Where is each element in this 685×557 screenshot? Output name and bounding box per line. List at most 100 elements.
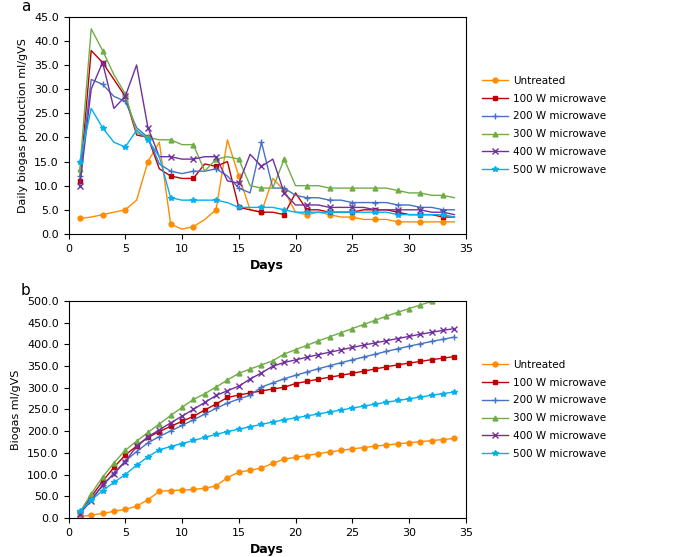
400 W microwave <box>235 383 243 389</box>
300 W microwave <box>382 185 390 192</box>
400 W microwave <box>76 182 84 189</box>
100 W microwave <box>303 378 311 385</box>
Untreated <box>155 139 164 145</box>
500 W microwave <box>427 392 436 399</box>
300 W microwave <box>110 460 118 466</box>
400 W microwave <box>258 369 266 376</box>
400 W microwave <box>132 62 140 69</box>
100 W microwave <box>280 384 288 390</box>
Legend: Untreated, 100 W microwave, 200 W microwave, 300 W microwave, 400 W microwave, 5: Untreated, 100 W microwave, 200 W microw… <box>479 72 610 178</box>
Line: 400 W microwave: 400 W microwave <box>77 326 457 516</box>
100 W microwave <box>132 443 140 449</box>
400 W microwave <box>121 93 129 100</box>
400 W microwave <box>280 359 288 366</box>
500 W microwave <box>76 508 84 515</box>
Untreated <box>394 441 402 447</box>
500 W microwave <box>212 431 220 438</box>
100 W microwave <box>258 209 266 216</box>
500 W microwave <box>382 209 390 216</box>
300 W microwave <box>223 377 232 383</box>
300 W microwave <box>280 156 288 163</box>
500 W microwave <box>371 401 379 408</box>
Untreated <box>258 465 266 472</box>
100 W microwave <box>99 59 107 66</box>
300 W microwave <box>325 334 334 340</box>
Untreated <box>303 452 311 459</box>
100 W microwave <box>201 160 209 167</box>
100 W microwave <box>212 400 220 407</box>
200 W microwave <box>155 433 164 440</box>
300 W microwave <box>235 370 243 377</box>
300 W microwave <box>155 136 164 143</box>
500 W microwave <box>258 204 266 211</box>
Untreated <box>416 218 425 225</box>
100 W microwave <box>144 134 152 141</box>
Untreated <box>212 207 220 213</box>
200 W microwave <box>76 510 84 516</box>
200 W microwave <box>360 199 368 206</box>
400 W microwave <box>99 482 107 488</box>
Untreated <box>246 207 254 213</box>
100 W microwave <box>246 389 254 396</box>
100 W microwave <box>87 47 95 54</box>
300 W microwave <box>405 305 413 312</box>
300 W microwave <box>269 185 277 192</box>
400 W microwave <box>382 338 390 344</box>
300 W microwave <box>155 421 164 427</box>
Untreated <box>155 488 164 495</box>
500 W microwave <box>360 209 368 216</box>
Untreated <box>371 216 379 223</box>
300 W microwave <box>201 168 209 174</box>
300 W microwave <box>325 185 334 192</box>
200 W microwave <box>132 124 140 131</box>
Untreated <box>258 209 266 216</box>
200 W microwave <box>325 197 334 203</box>
100 W microwave <box>178 175 186 182</box>
200 W microwave <box>450 207 458 213</box>
200 W microwave <box>155 160 164 167</box>
500 W microwave <box>110 479 118 486</box>
Untreated <box>235 469 243 476</box>
500 W microwave <box>360 403 368 409</box>
200 W microwave <box>280 375 288 382</box>
100 W microwave <box>371 365 379 372</box>
100 W microwave <box>450 353 458 360</box>
500 W microwave <box>348 405 356 412</box>
Untreated <box>314 450 323 457</box>
300 W microwave <box>246 182 254 189</box>
400 W microwave <box>382 207 390 213</box>
500 W microwave <box>291 209 299 216</box>
500 W microwave <box>405 211 413 218</box>
300 W microwave <box>416 301 425 308</box>
500 W microwave <box>87 105 95 112</box>
400 W microwave <box>314 351 323 358</box>
Untreated <box>189 223 197 230</box>
500 W microwave <box>235 426 243 432</box>
200 W microwave <box>235 185 243 192</box>
Untreated <box>269 460 277 467</box>
100 W microwave <box>394 209 402 216</box>
100 W microwave <box>144 434 152 441</box>
400 W microwave <box>201 153 209 160</box>
400 W microwave <box>269 156 277 163</box>
100 W microwave <box>166 423 175 429</box>
300 W microwave <box>303 182 311 189</box>
200 W microwave <box>144 134 152 141</box>
400 W microwave <box>291 202 299 208</box>
300 W microwave <box>360 185 368 192</box>
500 W microwave <box>144 136 152 143</box>
300 W microwave <box>189 396 197 403</box>
200 W microwave <box>87 496 95 502</box>
400 W microwave <box>201 399 209 406</box>
Untreated <box>405 439 413 446</box>
Untreated <box>450 218 458 225</box>
400 W microwave <box>87 497 95 504</box>
300 W microwave <box>439 192 447 199</box>
Untreated <box>178 226 186 232</box>
300 W microwave <box>144 429 152 436</box>
500 W microwave <box>132 462 140 468</box>
500 W microwave <box>337 209 345 216</box>
100 W microwave <box>235 392 243 398</box>
500 W microwave <box>87 497 95 504</box>
400 W microwave <box>144 124 152 131</box>
